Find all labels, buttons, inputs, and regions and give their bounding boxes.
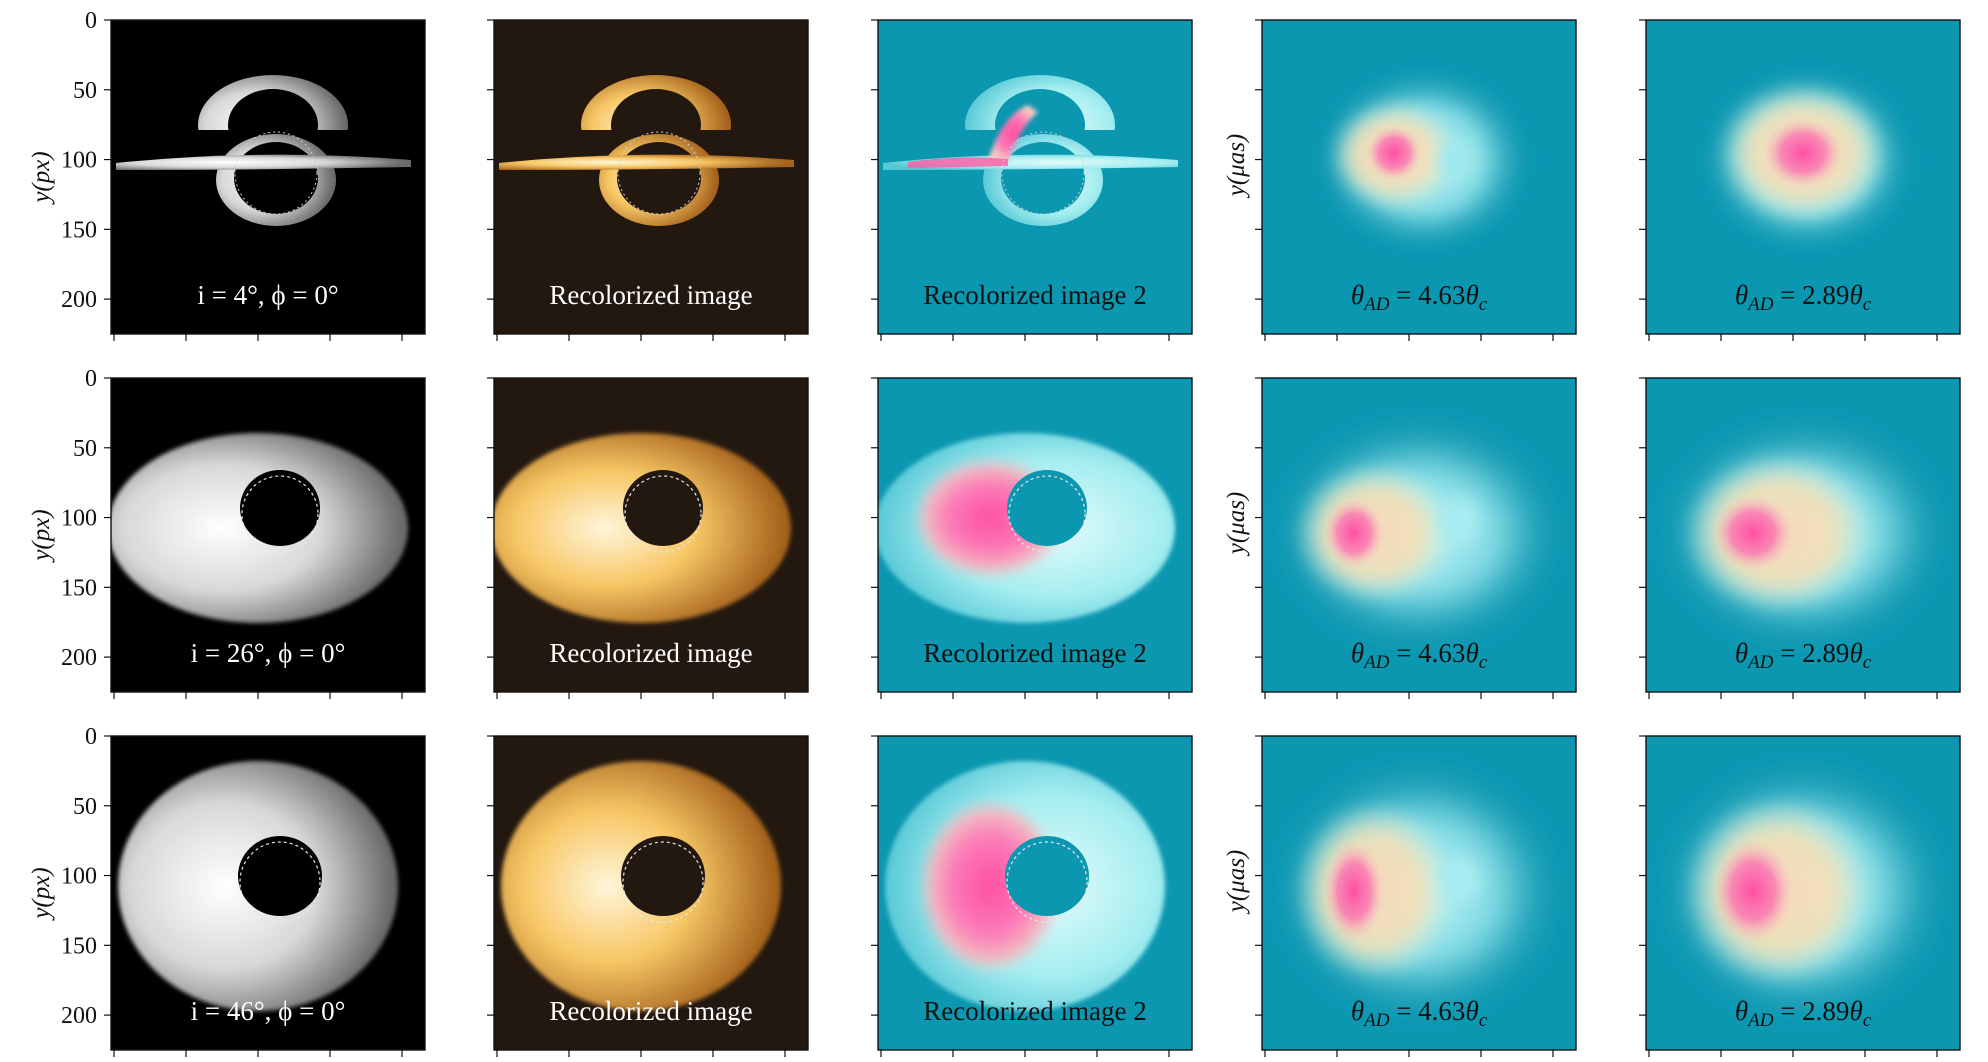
panel-r2-c1: i = 26°, ϕ = 0° 0 50 100 150 200 y(px) (28, 366, 426, 699)
panel-label: Recolorized image (549, 996, 752, 1026)
panel-frame (877, 19, 1193, 335)
panel-r1-c4: θAD = 4.63θc y(μas) (1223, 19, 1577, 341)
panel-label: i = 26°, ϕ = 0° (191, 638, 346, 668)
y-tick-label: 50 (73, 794, 97, 820)
panel-label: i = 46°, ϕ = 0° (191, 996, 346, 1026)
black-hole-shadow (623, 470, 703, 546)
panel-r1-c2: Recolorized image (487, 19, 809, 341)
photon-ring (234, 131, 318, 215)
panel-frame (1261, 735, 1577, 1051)
thin-disk (499, 154, 794, 170)
y-tick-label: 100 (61, 148, 97, 174)
panel-label: θAD = 2.89θc (1735, 638, 1872, 673)
panel-label: θAD = 2.89θc (1735, 280, 1872, 315)
panel-r1-c3: Recolorized image 2 (871, 19, 1193, 341)
black-hole-shadow (1001, 142, 1085, 214)
y-tick-label: 50 (73, 436, 97, 462)
pink-core (1713, 839, 1793, 943)
y-tick-label: 100 (61, 506, 97, 532)
panel-r1-c5: θAD = 2.89θc (1639, 19, 1961, 341)
y-axis-label-muas: y(μas) (1223, 850, 1250, 916)
shadow-dip (1439, 499, 1479, 543)
pink-core (1713, 495, 1793, 571)
panel-r3-c5: θAD = 2.89θc (1639, 735, 1961, 1057)
panel-r3-c2: Recolorized image (487, 735, 809, 1057)
photon-ring (1001, 131, 1085, 215)
black-hole-shadow (234, 142, 318, 214)
y-tick-label: 0 (85, 724, 97, 750)
panel-label: θAD = 4.63θc (1351, 638, 1488, 673)
panel-frame (493, 19, 809, 335)
y-tick-label: 150 (61, 217, 97, 243)
y-axis-label-muas: y(μas) (1223, 492, 1250, 558)
panel-frame (110, 735, 426, 1051)
black-hole-shadow (621, 836, 705, 916)
panel-frame (877, 735, 1193, 1051)
photon-ring (1006, 841, 1088, 923)
panel-r2-c3: Recolorized image 2 (871, 377, 1193, 699)
black-hole-shadow (1007, 470, 1087, 546)
panel-label: Recolorized image (549, 280, 752, 310)
photon-ring (241, 475, 319, 553)
panel-label: Recolorized image 2 (923, 638, 1146, 668)
photon-ring (617, 131, 701, 215)
photon-ring (622, 841, 704, 923)
pink-hotspot (988, 105, 1038, 162)
panel-r2-c4: θAD = 4.63θc y(μas) (1223, 377, 1577, 699)
y-tick-label: 200 (61, 1003, 97, 1029)
panel-r2-c5: θAD = 2.89θc (1639, 377, 1961, 699)
panel-r3-c3: Recolorized image 2 (871, 735, 1193, 1057)
panel-label: θAD = 4.63θc (1351, 996, 1488, 1031)
panel-label: i = 4°, ϕ = 0° (197, 280, 338, 310)
panel-label: Recolorized image 2 (923, 996, 1146, 1026)
panel-frame (493, 377, 809, 693)
pink-core (1763, 118, 1843, 188)
panel-r3-c4: θAD = 4.63θc y(μas) (1223, 735, 1577, 1057)
photon-ring (239, 841, 321, 923)
panel-frame (1261, 377, 1577, 693)
y-tick-label: 100 (61, 864, 97, 890)
panel-label: Recolorized image (549, 638, 752, 668)
y-axis-label-px: y(px) (28, 509, 55, 563)
photon-ring (1008, 475, 1086, 553)
panel-frame (1261, 19, 1577, 335)
black-hole-shadow (238, 836, 322, 916)
panel-frame (877, 377, 1193, 693)
y-tick-label: 150 (61, 933, 97, 959)
shadow-dip (1439, 857, 1479, 901)
y-axis-label-px: y(px) (28, 151, 55, 205)
panel-frame (1645, 19, 1961, 335)
panel-frame (1645, 735, 1961, 1051)
pink-core (1324, 841, 1384, 941)
y-tick-label: 0 (85, 8, 97, 34)
panel-frame (1645, 377, 1961, 693)
pink-core (1324, 498, 1384, 568)
panel-label: θAD = 4.63θc (1351, 280, 1488, 315)
panel-label: Recolorized image 2 (923, 280, 1146, 310)
panel-label: θAD = 2.89θc (1735, 996, 1872, 1031)
y-tick-label: 150 (61, 575, 97, 601)
black-hole-shadow (617, 142, 701, 214)
y-tick-label: 0 (85, 366, 97, 392)
panel-frame (493, 735, 809, 1051)
pink-core (1366, 125, 1422, 181)
panel-r2-c2: Recolorized image (487, 377, 809, 699)
panel-r3-c1: i = 46°, ϕ = 0° 0 50 100 150 200 y(px) (28, 724, 426, 1057)
black-hole-shadow (240, 470, 320, 546)
panel-r1-c1: i = 4°, ϕ = 0° 0 50 100 150 200 y(px) (28, 8, 426, 341)
panel-frame (110, 19, 426, 335)
thin-disk (116, 154, 411, 170)
y-axis-label-px: y(px) (28, 867, 55, 921)
y-tick-label: 200 (61, 645, 97, 671)
photon-ring (624, 475, 702, 553)
y-tick-label: 50 (73, 78, 97, 104)
y-tick-label: 200 (61, 287, 97, 313)
black-hole-shadow (1005, 836, 1089, 916)
shadow-dip (1439, 138, 1475, 182)
panel-frame (110, 377, 426, 693)
y-axis-label-muas: y(μas) (1223, 134, 1250, 200)
